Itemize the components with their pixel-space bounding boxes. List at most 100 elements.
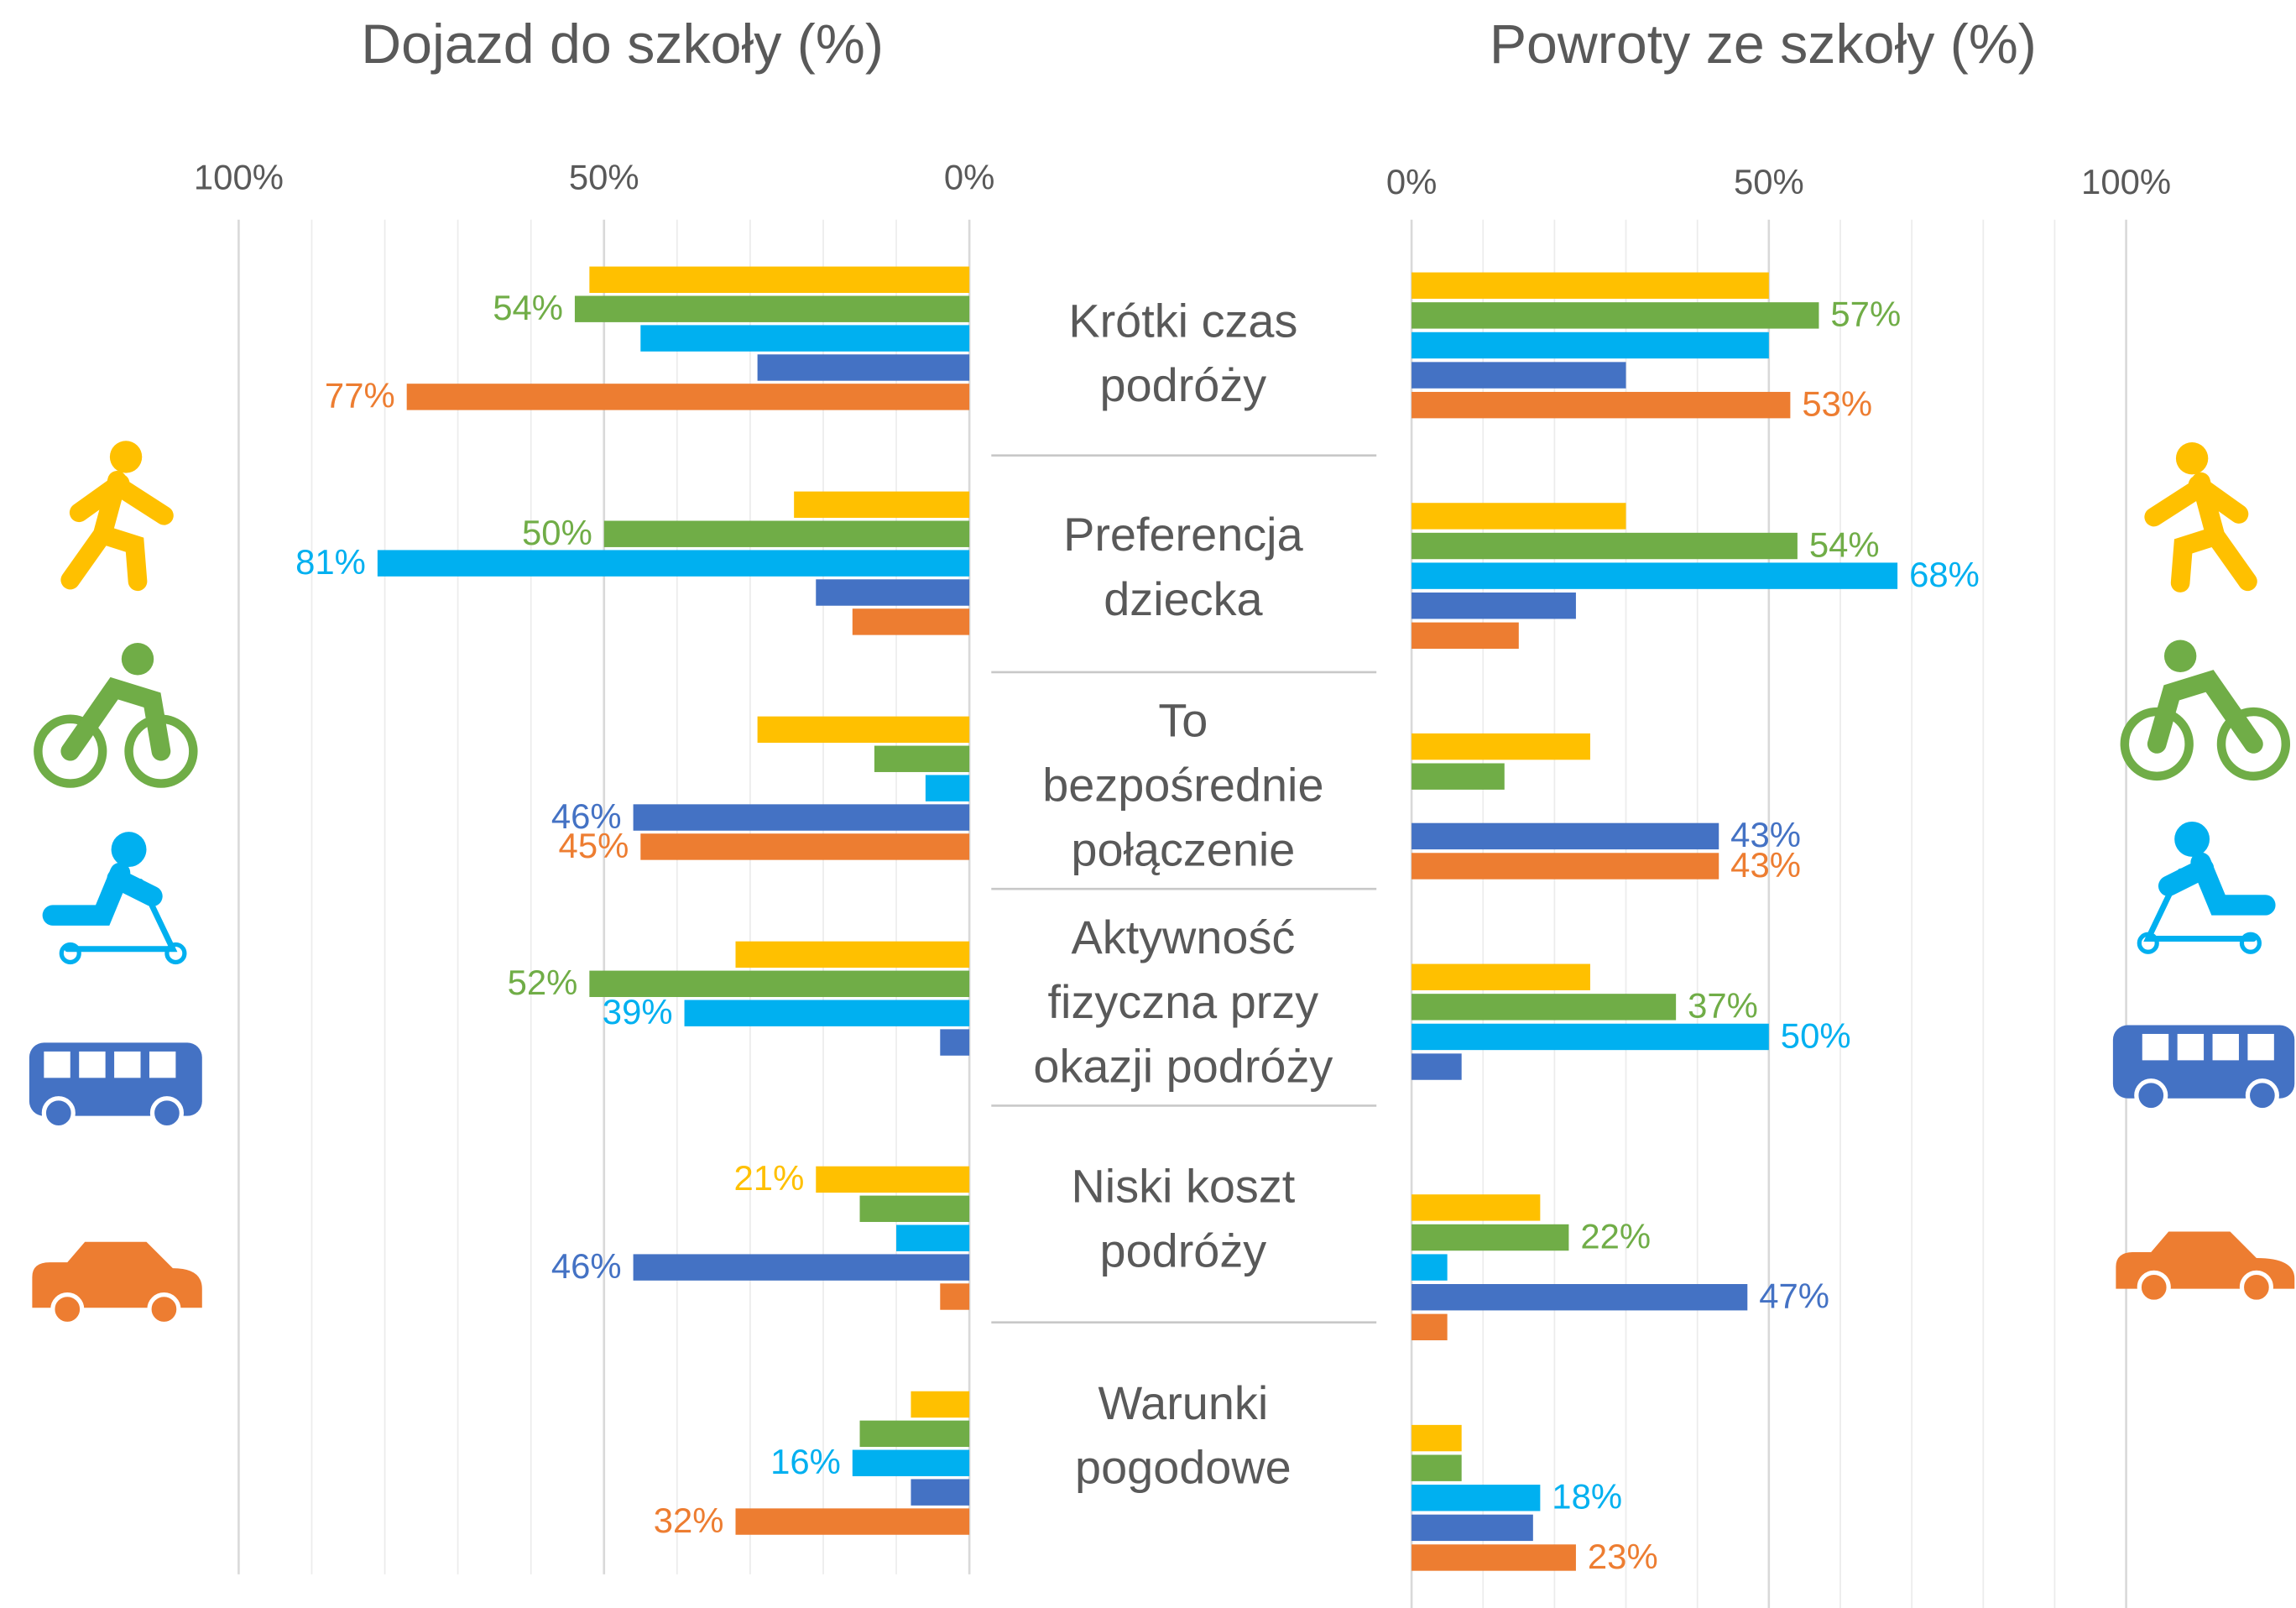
icons	[2112, 441, 2295, 1304]
bar	[859, 1420, 970, 1448]
value-label: 23%	[1588, 1537, 1658, 1576]
marks: Dojazd do szkoły (%) 0% 50% 100% 21% 54% 50% 52…	[194, 13, 2171, 1576]
bar	[1412, 963, 1590, 990]
bar	[1412, 1254, 1448, 1281]
bar	[1412, 1514, 1533, 1542]
bar	[1412, 1544, 1576, 1571]
bar	[925, 775, 970, 801]
category-label: Warunki pogodowe	[1075, 1376, 1292, 1494]
bar	[940, 1283, 970, 1310]
walk-icon	[60, 441, 174, 592]
bar	[1412, 1053, 1462, 1080]
bar	[684, 1000, 970, 1026]
x-tick-label: 0%	[1386, 162, 1437, 201]
value-label: 16%	[770, 1442, 841, 1481]
value-label: 57%	[1830, 295, 1901, 334]
value-label: 47%	[1759, 1276, 1829, 1316]
bar	[1412, 1313, 1448, 1341]
chart-title: Dojazd do szkoły (%)	[361, 13, 884, 76]
walk-icon	[2144, 441, 2257, 593]
bar	[940, 1029, 970, 1056]
value-label: 50%	[522, 513, 592, 552]
bar	[1412, 332, 1769, 359]
bar	[735, 941, 970, 968]
x-tick-label: 100%	[2081, 162, 2171, 201]
bar	[896, 1224, 970, 1251]
value-label: 81%	[295, 542, 366, 582]
bar	[1412, 391, 1791, 419]
bar	[640, 325, 970, 352]
car-icon	[2116, 1231, 2295, 1304]
value-label: 43%	[1730, 815, 1801, 854]
bar	[1412, 763, 1505, 790]
value-label: 46%	[551, 796, 622, 836]
bike-icon	[2120, 640, 2291, 781]
bar	[574, 295, 970, 322]
icons	[29, 441, 202, 1327]
bar	[1412, 503, 1626, 530]
bar	[1412, 853, 1719, 880]
value-label: 77%	[325, 376, 395, 415]
scooter-icon	[42, 832, 187, 965]
bar	[589, 266, 970, 293]
value-label: 22%	[1580, 1216, 1651, 1256]
value-label: 46%	[551, 1246, 622, 1286]
bar	[816, 579, 970, 606]
value-label: 68%	[1909, 555, 1980, 594]
x-tick-label: 50%	[1734, 162, 1804, 201]
x-tick-label: 50%	[569, 158, 639, 197]
bar	[1412, 272, 1769, 299]
value-label: 53%	[1802, 384, 1872, 423]
scooter-icon	[2137, 821, 2276, 954]
bar	[1412, 1284, 1748, 1311]
category-label: Aktywność fizyczna przy okazji podróży	[1033, 911, 1333, 1093]
bar	[852, 608, 970, 635]
x-tick-label: 0%	[944, 158, 994, 197]
value-label: 54%	[1809, 525, 1880, 564]
bar	[1412, 562, 1898, 589]
bar	[1412, 733, 1590, 760]
bar	[1412, 1454, 1462, 1481]
bar	[377, 550, 970, 577]
bike-icon	[34, 643, 198, 788]
bar	[1412, 1224, 1569, 1251]
value-label: 54%	[493, 288, 563, 327]
value-label: 39%	[603, 992, 673, 1031]
bar	[1412, 1023, 1769, 1051]
bar	[816, 1166, 970, 1193]
bar	[911, 1391, 970, 1418]
bar	[1412, 1485, 1541, 1511]
bar	[1412, 362, 1626, 389]
separators	[991, 454, 1377, 1324]
bar	[1412, 302, 1819, 329]
value-label: 37%	[1688, 986, 1758, 1026]
value-label: 45%	[559, 826, 629, 865]
bar	[1412, 622, 1519, 650]
value-label: 18%	[1552, 1477, 1622, 1517]
bar	[757, 354, 970, 381]
category-label: Krótki czas podróży	[1068, 294, 1298, 412]
category-label: Niski koszt podróży	[1071, 1160, 1296, 1277]
bar	[603, 520, 970, 547]
bar	[633, 1254, 970, 1281]
grid	[237, 219, 2127, 1608]
bar	[633, 804, 970, 831]
bar	[1412, 593, 1576, 619]
bar	[1412, 994, 1677, 1021]
chart-title: Powroty ze szkoły (%)	[1490, 13, 2037, 76]
bus-icon	[29, 1042, 202, 1130]
value-label: 21%	[734, 1158, 805, 1198]
bus-icon	[2112, 1025, 2295, 1113]
bar	[859, 1195, 970, 1223]
value-label: 43%	[1730, 845, 1801, 885]
bar	[874, 745, 970, 772]
bar	[1412, 532, 1798, 560]
car-icon	[32, 1241, 202, 1327]
bar	[911, 1479, 970, 1506]
bar	[852, 1449, 970, 1476]
bar	[406, 384, 970, 410]
bar	[735, 1508, 970, 1535]
